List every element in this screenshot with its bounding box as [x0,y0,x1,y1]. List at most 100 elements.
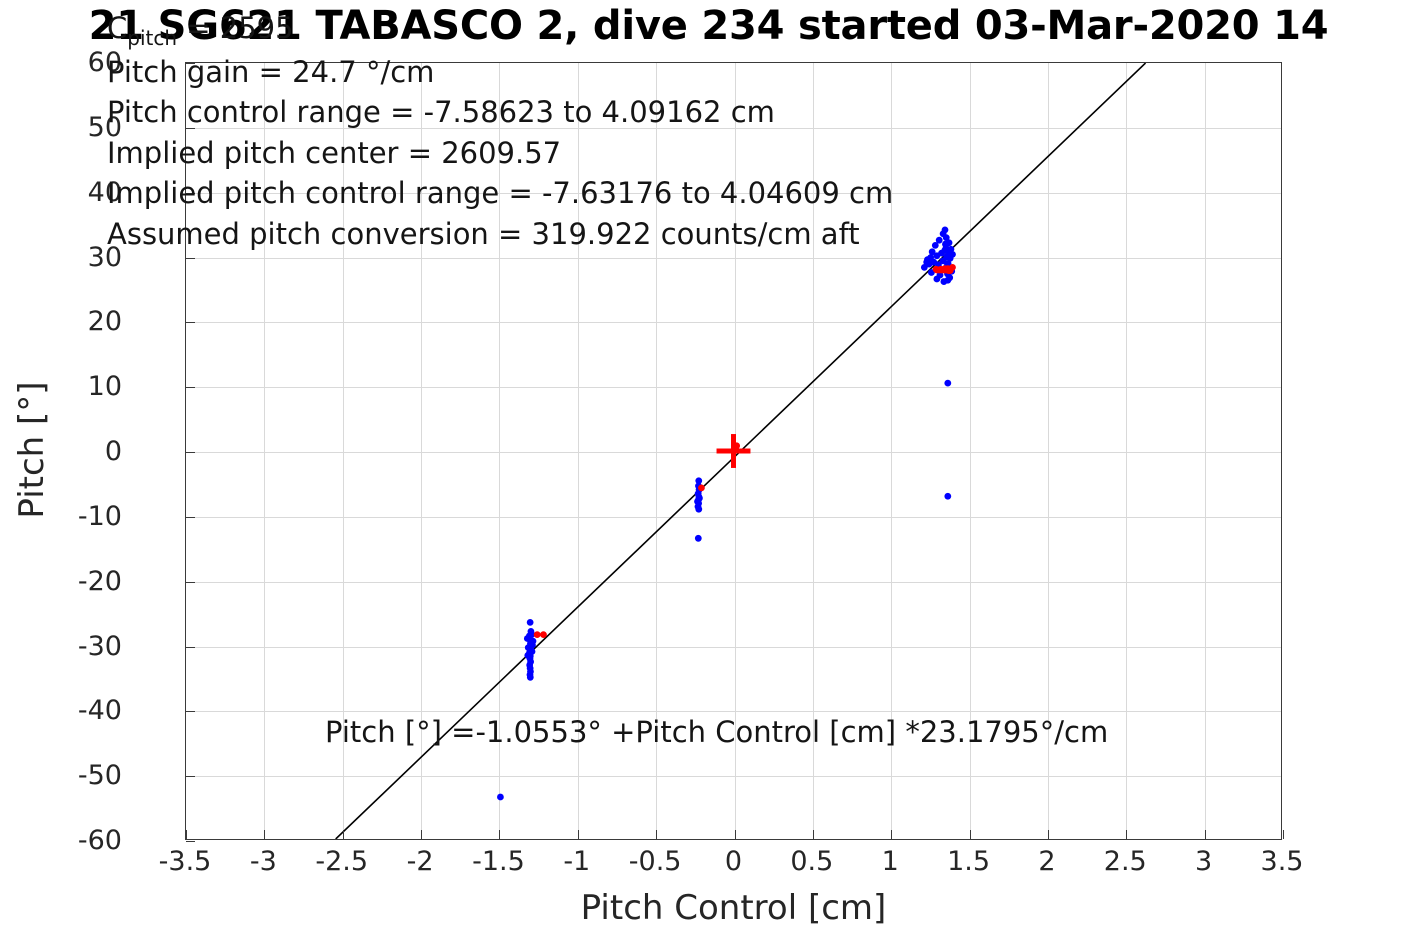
page-title: 21 SG621 TABASCO 2, dive 234 started 03-… [88,3,1329,49]
gridline-vertical [1126,63,1128,839]
stats-annotation: Cpitch = 2595 Pitch gain = 24.7 °/cm Pit… [107,8,893,254]
x-tick-mark [264,830,266,839]
y-tick-mark [186,646,195,648]
gridline-horizontal [186,322,1281,324]
gridline-vertical [969,63,971,839]
stat-line-pitch-gain: Pitch gain = 24.7 °/cm [107,54,435,89]
y-tick-mark [186,63,195,64]
y-tick-label: 40 [87,176,122,208]
x-tick-label: -2 [406,846,434,877]
stat-line-implied-pitch-control-range: Implied pitch control range = -7.63176 t… [107,176,894,210]
scatter-series-observed [497,226,956,801]
x-tick-mark [1283,830,1284,839]
cpitch-subscript: pitch [127,26,178,50]
x-tick-label: 2.5 [1103,846,1147,877]
x-tick-mark [186,830,187,839]
data-point [920,263,928,271]
y-tick-label: -60 [77,825,122,856]
y-tick-mark [186,387,195,389]
data-point [940,278,948,285]
x-tick-label: 3 [1195,846,1213,877]
data-point [935,236,943,244]
gridline-horizontal [186,192,1281,194]
x-tick-label: -3.5 [158,846,212,877]
data-point [946,274,954,282]
x-tick-label: -1 [563,846,591,877]
fit-equation-label: Pitch [°] =-1.0553° +Pitch Control [cm] … [325,715,1109,749]
gridline-vertical [421,63,423,839]
x-tick-label: 1.5 [947,846,991,877]
y-tick-mark [186,127,195,129]
gridline-vertical [1047,63,1049,839]
y-tick-label: -10 [77,500,122,532]
data-point [928,248,936,256]
x-tick-label: -3 [249,846,277,877]
data-point [947,245,955,253]
y-tick-label: -20 [77,565,122,597]
data-point [949,263,956,271]
gridline-horizontal [186,711,1281,713]
y-tick-label: 10 [87,371,122,403]
data-point [695,477,703,485]
data-point [941,226,949,234]
gridline-vertical [656,63,658,839]
data-point [695,505,703,513]
data-point [540,631,547,639]
data-point [944,379,952,387]
data-point [944,492,952,500]
y-tick-label: 30 [87,241,122,273]
data-point [698,484,705,492]
stat-line-implied-pitch-center: Implied pitch center = 2609.57 [107,135,562,170]
y-tick-mark [186,192,195,194]
x-tick-mark [577,830,579,839]
stat-line-cpitch: Cpitch = 2595 [107,8,893,52]
y-tick-mark [186,581,195,583]
x-tick-label: 1 [881,846,899,877]
cpitch-value: = 2595 [177,11,294,45]
y-tick-mark [186,841,195,842]
data-point [528,631,536,639]
x-tick-mark [499,830,501,839]
data-point [526,618,534,626]
x-tick-mark [1126,830,1128,839]
x-tick-mark [656,830,658,839]
cpitch-symbol: C [107,11,128,45]
gridline-vertical [577,63,579,839]
gridline-vertical [342,63,344,839]
center-cross-marker [716,434,751,468]
x-tick-label: 0 [724,846,743,877]
gridline-vertical [264,63,266,839]
gridline-vertical [891,63,893,839]
gridline-horizontal [186,516,1281,518]
stat-line-assumed-pitch-conversion: Assumed pitch conversion = 319.922 count… [107,216,860,251]
x-tick-mark [421,830,423,839]
gridline-vertical [1204,63,1206,839]
y-tick-mark [186,776,195,778]
y-tick-mark [186,516,195,518]
gridline-horizontal [186,257,1281,259]
data-point [949,251,956,258]
data-point [526,673,534,681]
y-tick-label: 60 [87,47,122,78]
x-tick-label: 3.5 [1260,846,1304,877]
x-tick-label: -0.5 [628,846,682,877]
x-tick-mark [734,830,736,839]
y-tick-label: 50 [87,111,122,143]
data-point [533,631,541,639]
data-point [529,637,537,645]
x-axis-title: Pitch Control [cm] [580,888,887,928]
data-layer [335,63,1147,839]
data-point [497,793,504,801]
x-tick-label: 2 [1038,846,1056,877]
x-tick-mark [1204,830,1206,839]
x-tick-mark [812,830,814,839]
y-tick-label: -30 [77,630,122,662]
data-point [923,258,931,266]
y-tick-mark [186,322,195,324]
gridline-horizontal [186,581,1281,583]
y-tick-label: -50 [77,760,122,792]
data-point [694,534,702,542]
data-point [931,241,939,249]
plot-area [185,62,1284,842]
x-tick-mark [1047,830,1049,839]
